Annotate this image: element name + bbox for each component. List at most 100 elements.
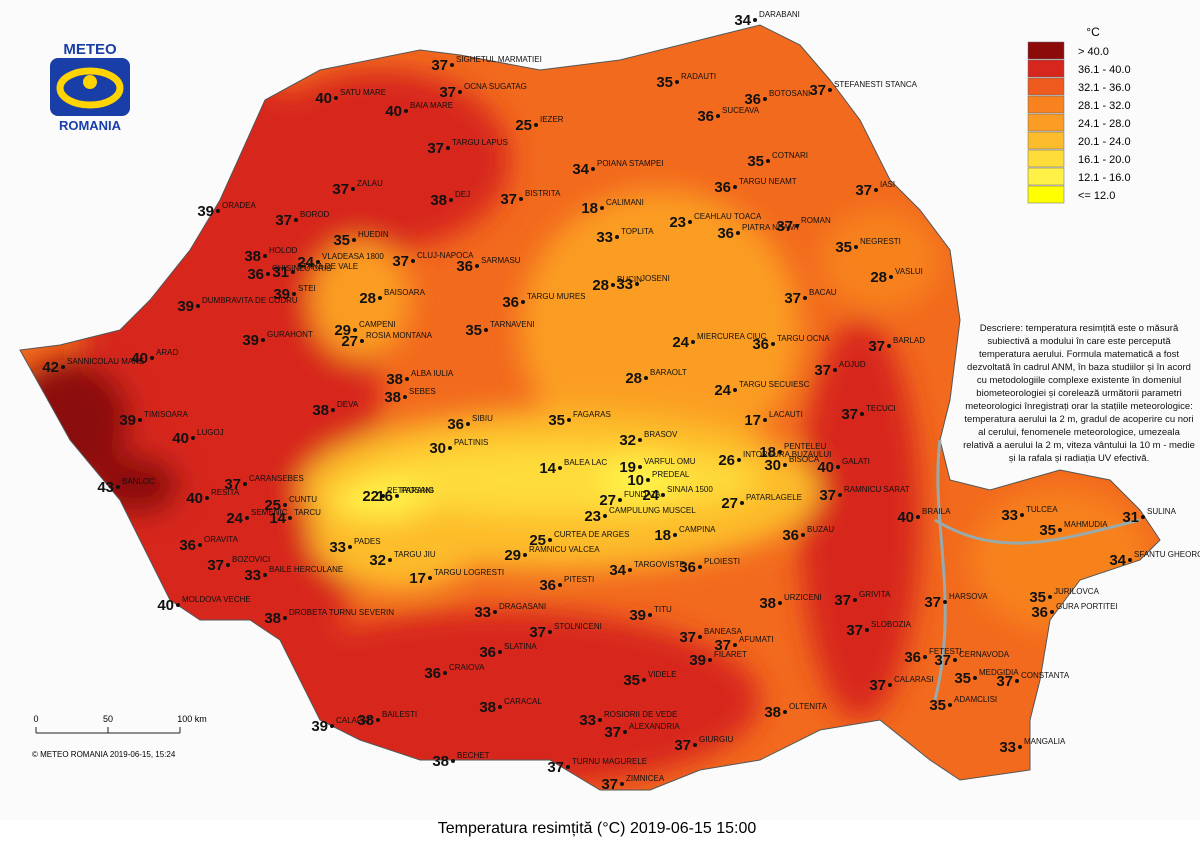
station-name: SINAIA 1500 bbox=[667, 485, 713, 494]
station-name: TARGU NEAMT bbox=[739, 177, 797, 186]
station-name: ORADEA bbox=[222, 201, 256, 210]
station-dot bbox=[404, 109, 408, 113]
station-value: 38 bbox=[264, 610, 281, 627]
station-name: CALARASI bbox=[894, 675, 934, 684]
station-value: 36 bbox=[679, 559, 696, 576]
station-name: CEAHLAU TOACA bbox=[694, 212, 762, 221]
station-dot bbox=[245, 516, 249, 520]
logo-text: METEO bbox=[63, 41, 117, 58]
station-value: 23 bbox=[669, 214, 686, 231]
station-name: ADAMCLISI bbox=[954, 695, 997, 704]
station-dot bbox=[330, 724, 334, 728]
station-dot bbox=[266, 272, 270, 276]
station-name: LACAUTI bbox=[769, 410, 803, 419]
station-value: 39 bbox=[197, 203, 214, 220]
station-value: 34 bbox=[734, 12, 751, 29]
station-value: 35 bbox=[548, 412, 565, 429]
station-value: 23 bbox=[584, 508, 601, 525]
station-dot bbox=[1141, 515, 1145, 519]
station-value: 40 bbox=[385, 103, 402, 120]
station-name: VIDELE bbox=[648, 670, 676, 679]
station-name: CAMPINA bbox=[679, 525, 716, 534]
station-dot bbox=[534, 123, 538, 127]
station-value: 37 bbox=[529, 624, 546, 641]
station-name: CAMPULUNG MUSCEL bbox=[609, 506, 696, 515]
station-value: 35 bbox=[747, 153, 764, 170]
station-dot bbox=[887, 344, 891, 348]
station-value: 37 bbox=[996, 673, 1013, 690]
station-dot bbox=[733, 388, 737, 392]
station-name: BRASOV bbox=[644, 430, 678, 439]
station-name: ROMAN bbox=[801, 216, 831, 225]
station-value: 33 bbox=[616, 276, 633, 293]
station-name: TARGU LOGRESTI bbox=[434, 568, 504, 577]
station-value: 39 bbox=[689, 652, 706, 669]
station-name: TURNU MAGURELE bbox=[572, 757, 647, 766]
station-dot bbox=[388, 558, 392, 562]
station-name: TULCEA bbox=[1026, 505, 1058, 514]
station-dot bbox=[778, 450, 782, 454]
station-name: GRIVITA bbox=[859, 590, 891, 599]
station-value: 40 bbox=[172, 430, 189, 447]
station-value: 36 bbox=[539, 577, 556, 594]
station-dot bbox=[450, 63, 454, 67]
station-dot bbox=[1018, 745, 1022, 749]
station-dot bbox=[448, 446, 452, 450]
station-dot bbox=[1058, 528, 1062, 532]
station-name: PADES bbox=[354, 537, 381, 546]
station-value: 16 bbox=[376, 488, 393, 505]
station-name: IEZER bbox=[540, 115, 564, 124]
station-dot bbox=[411, 259, 415, 263]
station-value: 17 bbox=[744, 412, 761, 429]
station-value: 36 bbox=[247, 266, 264, 283]
logo-text: ROMANIA bbox=[59, 118, 122, 133]
station-name: MOLDOVA VECHE bbox=[182, 595, 251, 604]
station-dot bbox=[948, 703, 952, 707]
station-value: 37 bbox=[869, 677, 886, 694]
station-dot bbox=[833, 368, 837, 372]
station-dot bbox=[778, 601, 782, 605]
title: Temperatura resimțită (°C) 2019-06-15 15… bbox=[438, 820, 757, 837]
scale-label: 50 bbox=[103, 714, 113, 724]
station-name: FAGARAS bbox=[573, 410, 611, 419]
station-value: 37 bbox=[601, 776, 618, 793]
scale-label: 100 km bbox=[177, 714, 207, 724]
station-dot bbox=[693, 743, 697, 747]
station-name: DROBETA TURNU SEVERIN bbox=[289, 608, 394, 617]
station-name: BARLAD bbox=[893, 336, 925, 345]
station-dot bbox=[763, 418, 767, 422]
station-name: ROSIA MONTANA bbox=[366, 331, 433, 340]
station-name: TARGU MURES bbox=[527, 292, 586, 301]
station-name: OLTENITA bbox=[789, 702, 828, 711]
station-name: SANNICOLAU MARE bbox=[67, 357, 144, 366]
station-dot bbox=[753, 18, 757, 22]
station-dot bbox=[598, 718, 602, 722]
station-name: TARGU OCNA bbox=[777, 334, 830, 343]
station-value: 33 bbox=[244, 567, 261, 584]
station-name: BALEA LAC bbox=[564, 458, 607, 467]
station-value: 37 bbox=[846, 622, 863, 639]
station-name: ALBA IULIA bbox=[411, 369, 454, 378]
station-name: BACAU bbox=[809, 288, 837, 297]
station-dot bbox=[673, 533, 677, 537]
legend-label: 12.1 - 16.0 bbox=[1078, 172, 1131, 184]
station-name: TARNAVENI bbox=[490, 320, 535, 329]
station-dot bbox=[854, 245, 858, 249]
station-dot bbox=[466, 422, 470, 426]
station-value: 34 bbox=[609, 562, 626, 579]
station-value: 37 bbox=[814, 362, 831, 379]
legend-swatch bbox=[1027, 131, 1065, 150]
station-name: TECUCI bbox=[866, 404, 896, 413]
station-value: 42 bbox=[42, 359, 59, 376]
station-value: 30 bbox=[429, 440, 446, 457]
station-name: LUGOJ bbox=[197, 428, 224, 437]
station-value: 37 bbox=[809, 82, 826, 99]
station-name: ZIMNICEA bbox=[626, 774, 665, 783]
station-value: 26 bbox=[718, 452, 735, 469]
station-value: 24 bbox=[297, 254, 314, 271]
station-value: 27 bbox=[721, 495, 738, 512]
station-value: 38 bbox=[312, 402, 329, 419]
station-dot bbox=[943, 600, 947, 604]
station-value: 35 bbox=[835, 239, 852, 256]
